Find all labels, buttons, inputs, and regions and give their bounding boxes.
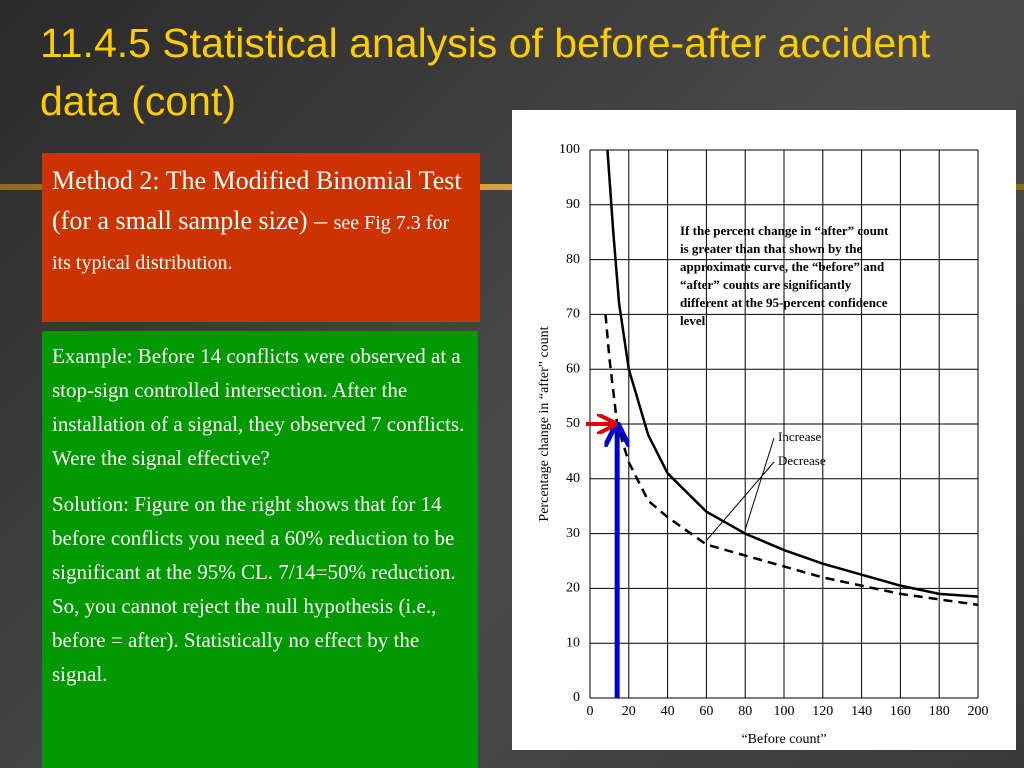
method-note: see Fig 7.3 for its typical distribution… — [52, 212, 450, 274]
x-tick-label: 80 — [738, 704, 752, 719]
example-paragraph: Solution: Figure on the right shows that… — [52, 492, 456, 686]
annotation: different at the 95-percent confidence — [680, 295, 888, 310]
figure: 0 10 20 30 40 50 60 70 80 90 100 0 20 40 60 80 100 120 140… — [512, 110, 1016, 750]
x-axis-label: “Before count” — [741, 732, 826, 747]
x-tick-label: 200 — [968, 704, 989, 719]
y-tick-label: 10 — [566, 635, 580, 650]
annotation: approximate curve, the “before” and — [680, 259, 885, 274]
legend-label: Decrease — [778, 453, 826, 468]
x-tick-label: 40 — [661, 704, 675, 719]
y-tick-label: 50 — [566, 416, 580, 431]
x-tick-label: 120 — [812, 704, 833, 719]
x-tick-label: 180 — [929, 704, 950, 719]
legend-label: Increase — [778, 429, 822, 444]
x-tick-label: 100 — [774, 704, 795, 719]
annotation: If the percent change in “after” count — [680, 223, 889, 238]
y-axis-label: Percentage change in “after” count — [537, 326, 552, 521]
x-tick-label: 160 — [890, 704, 911, 719]
method-text: Method 2: The Modified Binomial Test (fo… — [52, 166, 462, 235]
curve — [606, 149, 979, 598]
y-tick-label: 40 — [566, 471, 580, 486]
y-tick-label: 30 — [566, 526, 580, 541]
x-tick-label: 20 — [622, 704, 636, 719]
x-tick-label: 60 — [699, 704, 713, 719]
leader-line — [744, 437, 775, 530]
y-tick-label: 70 — [566, 307, 580, 322]
annotation: level — [680, 313, 706, 328]
x-tick-label: 0 — [587, 704, 594, 719]
method-box: Method 2: The Modified Binomial Test (fo… — [42, 153, 480, 322]
annotation: “after” counts are significantly — [680, 277, 852, 292]
example-paragraph: Example: Before 14 conflicts were observ… — [52, 344, 465, 470]
y-tick-label: 0 — [573, 690, 580, 705]
annotation: is greater than that shown by the — [680, 241, 862, 256]
curve — [604, 314, 979, 607]
y-tick-label: 60 — [566, 361, 580, 376]
y-tick-label: 80 — [566, 252, 580, 267]
y-tick-label: 90 — [566, 197, 580, 212]
y-tick-label: 20 — [566, 581, 580, 596]
slide-title: 11.4.5 Statistical analysis of before-af… — [40, 20, 931, 124]
leader-line — [706, 461, 775, 541]
example-box: Example: Before 14 conflicts were observ… — [42, 331, 478, 768]
y-tick-label: 100 — [559, 142, 580, 157]
x-tick-label: 140 — [851, 704, 872, 719]
